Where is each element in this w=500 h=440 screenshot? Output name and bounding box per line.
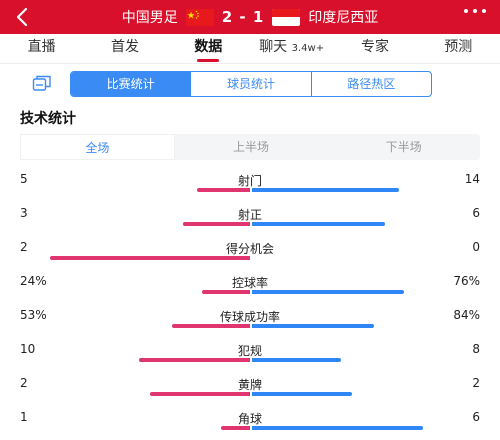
match-score: 2 - 1 [221, 8, 265, 26]
home-bar [50, 256, 250, 260]
stat-row: 5 射门 14 [0, 170, 500, 204]
home-bar [197, 188, 250, 192]
match-summary: 中国男足 2 - 1 印度尼西亚 [0, 0, 500, 34]
tab-data[interactable]: 数据 [167, 34, 250, 63]
subtab-player-stats[interactable]: 球员统计 [190, 72, 310, 96]
tab-live-label: 直播 [27, 39, 56, 55]
stat-away-value: 6 [472, 206, 480, 220]
stats-subnav: 比赛统计 球员统计 路径热区 [0, 64, 500, 104]
china-flag-icon [185, 8, 214, 26]
stat-home-value: 3 [20, 206, 28, 220]
stat-row: 24% 控球率 76% [0, 272, 500, 306]
stat-home-value: 5 [20, 172, 28, 186]
stat-home-value: 2 [20, 376, 28, 390]
subtab-match-stats[interactable]: 比赛统计 [71, 72, 191, 96]
stat-name: 犯规 [237, 344, 262, 358]
home-bar [221, 426, 250, 430]
stat-name: 射正 [237, 208, 262, 222]
home-bar [202, 290, 250, 294]
stats-board-icon[interactable] [32, 74, 52, 92]
stat-name: 控球率 [231, 276, 268, 290]
stat-name: 得分机会 [225, 242, 274, 256]
stat-away-value: 14 [464, 172, 480, 186]
stat-bars [20, 290, 480, 294]
tab-live[interactable]: 直播 [0, 34, 83, 63]
section-title: 技术统计 [20, 111, 76, 127]
home-team-name: 中国男足 [121, 10, 178, 26]
match-header: 中国男足 2 - 1 印度尼西亚 [0, 0, 500, 34]
tab-chat-label: 聊天 [259, 39, 288, 55]
stat-away-value: 8 [472, 342, 480, 356]
stat-bars [20, 256, 480, 260]
stats-segment-control: 比赛统计 球员统计 路径热区 [70, 71, 432, 97]
away-bar [252, 324, 374, 328]
tab-chat-badge: 3.4w+ [291, 43, 325, 54]
tab-chat[interactable]: 聊天 3.4w+ [250, 34, 333, 63]
tab-prediction-label: 预测 [444, 39, 473, 55]
away-bar [252, 290, 404, 294]
home-bar [172, 324, 250, 328]
stat-name: 角球 [237, 412, 262, 426]
away-bar [252, 358, 341, 362]
stat-away-value: 0 [472, 240, 480, 254]
main-tabs: 直播 首发 数据 聊天 3.4w+ 专家 预测 [0, 34, 500, 64]
half-selector: 全场 上半场 下半场 [20, 134, 480, 160]
stat-row: 53% 传球成功率 84% [0, 306, 500, 340]
stat-away-value: 84% [453, 308, 480, 322]
tab-experts[interactable]: 专家 [333, 34, 416, 63]
stat-home-value: 10 [20, 342, 36, 356]
away-team-name: 印度尼西亚 [308, 10, 379, 26]
stats-list: 5 射门 14 3 射正 6 2 得分机会 0 24% 控球率 76% 53% 传球成功率 84% 10 犯规 8… [0, 170, 500, 440]
stat-bars [20, 188, 480, 192]
stat-bars [20, 392, 480, 396]
stat-home-value: 1 [20, 410, 28, 424]
tab-experts-label: 专家 [360, 39, 389, 55]
away-bar [252, 188, 400, 192]
stat-bars [20, 222, 480, 226]
tab-lineup[interactable]: 首发 [83, 34, 166, 63]
stat-home-value: 53% [20, 308, 47, 322]
tab-data-label: 数据 [194, 39, 223, 55]
home-bar [183, 222, 250, 226]
indonesia-flag-icon [272, 8, 301, 26]
away-bar [252, 392, 352, 396]
stat-home-value: 2 [20, 240, 28, 254]
half-full-match[interactable]: 全场 [20, 134, 175, 160]
home-bar [150, 392, 250, 396]
stat-row: 10 犯规 8 [0, 340, 500, 374]
tab-prediction[interactable]: 预测 [417, 34, 500, 63]
stat-away-value: 6 [472, 410, 480, 424]
tab-lineup-label: 首发 [110, 39, 139, 55]
stat-name: 黄牌 [237, 378, 262, 392]
stat-bars [20, 426, 480, 430]
subtab-heat-zones[interactable]: 路径热区 [310, 72, 431, 96]
stat-away-value: 2 [472, 376, 480, 390]
stat-row: 2 得分机会 0 [0, 238, 500, 272]
stat-row: 3 射正 6 [0, 204, 500, 238]
half-first[interactable]: 上半场 [233, 140, 270, 154]
half-second[interactable]: 下半场 [385, 140, 422, 154]
more-options-icon[interactable] [464, 9, 486, 13]
away-bar [252, 426, 424, 430]
stat-name: 传球成功率 [219, 310, 280, 324]
stat-row: 1 角球 6 [0, 408, 500, 440]
stat-name: 射门 [237, 174, 262, 188]
home-bar [138, 358, 250, 362]
back-arrow-icon[interactable] [12, 6, 34, 28]
stat-bars [20, 358, 480, 362]
away-bar [252, 222, 386, 226]
stat-row: 2 黄牌 2 [0, 374, 500, 408]
stat-home-value: 24% [20, 274, 47, 288]
stat-bars [20, 324, 480, 328]
stat-away-value: 76% [453, 274, 480, 288]
